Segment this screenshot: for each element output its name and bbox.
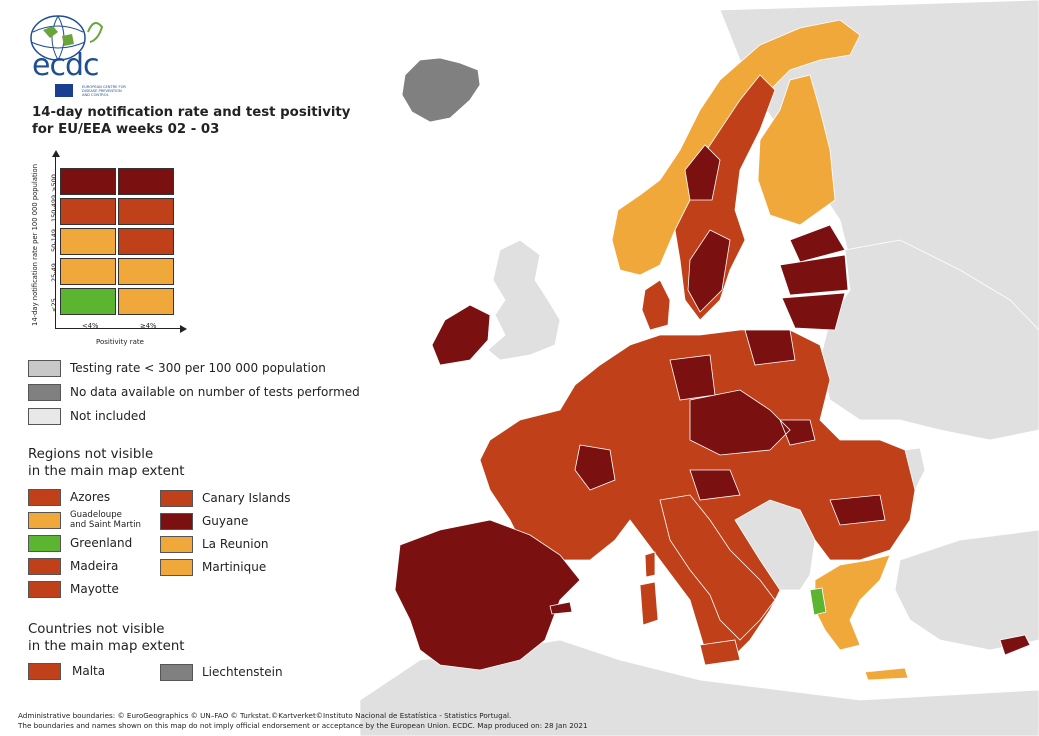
- legend-swatch-martinique: [160, 559, 193, 576]
- legend-label-greenland: Greenland: [70, 536, 133, 550]
- sicily: [699, 639, 741, 666]
- legend-swatch-azores: [28, 489, 61, 506]
- eu-flag-icon: [55, 84, 73, 97]
- matrix-col-label: <4%: [82, 322, 99, 330]
- balearics: [549, 601, 573, 615]
- matrix-col-label: ≥4%: [140, 322, 157, 330]
- legend-label-guyane: Guyane: [202, 514, 249, 528]
- matrix-x-axis-label: Positivity rate: [96, 338, 144, 346]
- matrix-cell: [118, 288, 174, 315]
- legend-swatch-greenland: [28, 535, 61, 552]
- legend-swatch-la-reunion: [160, 536, 193, 553]
- legend-swatch-low-testing: [28, 360, 61, 377]
- matrix-cell: [118, 168, 174, 195]
- matrix-cell: [118, 258, 174, 285]
- albania-green: [809, 587, 827, 616]
- y-axis-arrow: [52, 150, 60, 157]
- title-line-2: for EU/EEA weeks 02 - 03: [32, 122, 220, 137]
- matrix-cell: [60, 198, 116, 225]
- legend-swatch-canary-islands: [160, 490, 193, 507]
- legend-label-canary-islands: Canary Islands: [202, 491, 291, 505]
- sardinia: [639, 581, 659, 626]
- footer-line-2: The boundaries and names shown on this m…: [18, 720, 588, 730]
- legend-label-not-included: Not included: [70, 409, 146, 423]
- ireland: [431, 304, 491, 366]
- legend-swatch-malta: [28, 663, 61, 680]
- legend-swatch-guyane: [160, 513, 193, 530]
- logo-wordmark: ecdc: [32, 48, 99, 83]
- legend-label-azores: Azores: [70, 490, 111, 504]
- countries-title: Countries not visible in the main map ex…: [28, 622, 185, 654]
- matrix-cell: [118, 228, 174, 255]
- latvia: [779, 254, 849, 296]
- legend-swatch-madeira: [28, 558, 61, 575]
- legend-label-low-testing: Testing rate < 300 per 100 000 populatio…: [70, 361, 326, 375]
- denmark: [641, 279, 671, 331]
- matrix-cell: [60, 258, 116, 285]
- footer-credits: Administrative boundaries: © EuroGeograp…: [18, 711, 588, 730]
- globe-icon: [30, 15, 104, 61]
- regions-title: Regions not visible in the main map exte…: [28, 447, 185, 479]
- cyprus: [999, 634, 1031, 656]
- title-line-1: 14-day notification rate and test positi…: [32, 105, 351, 120]
- continental-europe: [479, 329, 916, 661]
- iceland: [401, 57, 481, 123]
- legend-label-madeira: Madeira: [70, 559, 119, 573]
- czechia-austria-dark: [574, 329, 886, 526]
- x-axis-line: [55, 328, 182, 329]
- greece: [814, 554, 891, 651]
- italy: [659, 494, 776, 641]
- legend-label-la-reunion: La Reunion: [202, 537, 269, 551]
- matrix-cell: [60, 288, 116, 315]
- matrix-row-label: 25-49: [50, 263, 58, 282]
- finland: [757, 74, 836, 226]
- matrix-row-label: >500: [50, 174, 58, 192]
- iberia: [394, 519, 581, 671]
- footer-line-1: Administrative boundaries: © EuroGeograp…: [18, 711, 512, 720]
- logo-subtitle: EUROPEAN CENTRE FOR DISEASE PREVENTION A…: [82, 85, 126, 97]
- lithuania: [781, 292, 846, 331]
- legend-swatch-guadeloupe: [28, 512, 61, 529]
- matrix-cell: [118, 198, 174, 225]
- legend-label-mayotte: Mayotte: [70, 582, 119, 596]
- crete: [864, 667, 909, 681]
- legend-label-malta: Malta: [72, 664, 106, 678]
- legend-swatch-liechtenstein: [160, 664, 193, 681]
- x-axis-arrow: [180, 325, 187, 333]
- legend-label-martinique: Martinique: [202, 560, 267, 574]
- legend-swatch-not-included: [28, 408, 61, 425]
- map-title: 14-day notification rate and test positi…: [32, 104, 362, 138]
- legend-swatch-mayotte: [28, 581, 61, 598]
- matrix-row-label: 150-499: [50, 194, 58, 222]
- matrix-y-axis-label: 14-day notification rate per 100 000 pop…: [31, 163, 39, 326]
- matrix-cell: [60, 168, 116, 195]
- legend-label-no-data: No data available on number of tests per…: [70, 385, 360, 399]
- y-axis-line: [55, 153, 56, 328]
- matrix-cell: [60, 228, 116, 255]
- legend-swatch-no-data: [28, 384, 61, 401]
- legend-label-liechtenstein: Liechtenstein: [202, 665, 283, 679]
- legend-label-guadeloupe: Guadeloupe and Saint Martin: [70, 510, 141, 530]
- matrix-row-label: 50-149: [50, 228, 58, 252]
- matrix-row-label: <25: [50, 298, 58, 312]
- sweden-dark: [684, 144, 731, 313]
- estonia: [789, 224, 846, 263]
- corsica: [644, 551, 656, 578]
